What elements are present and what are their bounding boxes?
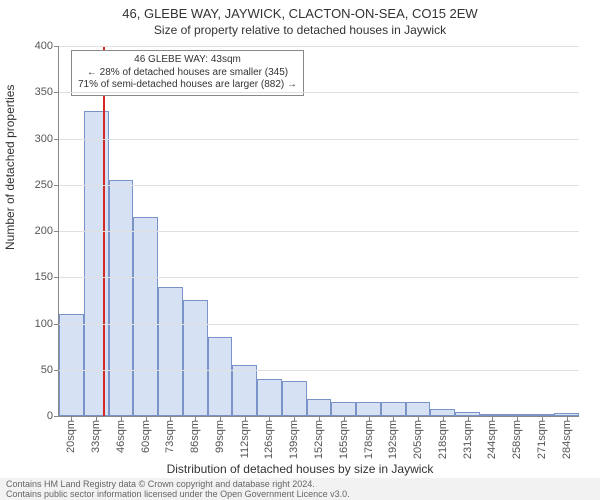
bar: [183, 300, 208, 416]
bar: [208, 337, 233, 416]
bar: [356, 402, 381, 416]
bar: [430, 409, 455, 416]
xtick-label: 33sqm: [90, 416, 102, 453]
xtick-label: 20sqm: [65, 416, 77, 453]
xtick-label: 244sqm: [486, 416, 498, 459]
xtick-label: 271sqm: [536, 416, 548, 459]
bar: [158, 287, 183, 417]
info-line-2: ← 28% of detached houses are smaller (34…: [78, 67, 297, 80]
grid-line: [59, 277, 579, 278]
grid-line: [59, 92, 579, 93]
info-line-3: 71% of semi-detached houses are larger (…: [78, 79, 297, 92]
xtick-label: 60sqm: [140, 416, 152, 453]
bar: [257, 379, 282, 416]
ytick-label: 200: [35, 225, 59, 237]
bar: [133, 217, 158, 416]
ytick-label: 300: [35, 133, 59, 145]
y-axis-title: Number of detached properties: [3, 85, 17, 250]
xtick-label: 218sqm: [437, 416, 449, 459]
grid-line: [59, 185, 579, 186]
bar: [282, 381, 307, 416]
ytick-label: 250: [35, 179, 59, 191]
grid-line: [59, 46, 579, 47]
xtick-label: 205sqm: [412, 416, 424, 459]
grid-line: [59, 370, 579, 371]
xtick-label: 126sqm: [263, 416, 275, 459]
footer-line-2: Contains public sector information licen…: [6, 490, 594, 500]
info-box: 46 GLEBE WAY: 43sqm ← 28% of detached ho…: [71, 50, 304, 96]
ytick-label: 350: [35, 86, 59, 98]
page-title: 46, GLEBE WAY, JAYWICK, CLACTON-ON-SEA, …: [0, 0, 600, 21]
xtick-label: 165sqm: [338, 416, 350, 459]
chart-area: 20sqm33sqm46sqm60sqm73sqm86sqm99sqm112sq…: [58, 46, 579, 417]
xtick-label: 46sqm: [115, 416, 127, 453]
ytick-label: 400: [35, 40, 59, 52]
xtick-label: 86sqm: [189, 416, 201, 453]
xtick-label: 112sqm: [239, 416, 251, 458]
bar: [232, 365, 257, 416]
info-line-1: 46 GLEBE WAY: 43sqm: [78, 54, 297, 67]
page-subtitle: Size of property relative to detached ho…: [0, 21, 600, 37]
bar: [331, 402, 356, 416]
xtick-label: 284sqm: [561, 416, 573, 459]
xtick-label: 258sqm: [511, 416, 523, 459]
bar: [406, 402, 431, 416]
xtick-label: 73sqm: [164, 416, 176, 453]
xtick-label: 152sqm: [313, 416, 325, 459]
footer: Contains HM Land Registry data © Crown c…: [0, 478, 600, 500]
xtick-label: 231sqm: [462, 416, 474, 459]
ytick-label: 100: [35, 318, 59, 330]
bar: [381, 402, 406, 416]
bar: [59, 314, 84, 416]
grid-line: [59, 231, 579, 232]
ytick-label: 50: [41, 364, 59, 376]
grid-line: [59, 324, 579, 325]
xtick-label: 139sqm: [288, 416, 300, 459]
ytick-label: 150: [35, 271, 59, 283]
xtick-label: 178sqm: [363, 416, 375, 459]
bar: [307, 399, 332, 416]
xtick-label: 99sqm: [214, 416, 226, 453]
grid-line: [59, 139, 579, 140]
xtick-label: 192sqm: [387, 416, 399, 459]
bar: [109, 180, 134, 416]
ytick-label: 0: [47, 410, 59, 422]
x-axis-title: Distribution of detached houses by size …: [0, 462, 600, 476]
